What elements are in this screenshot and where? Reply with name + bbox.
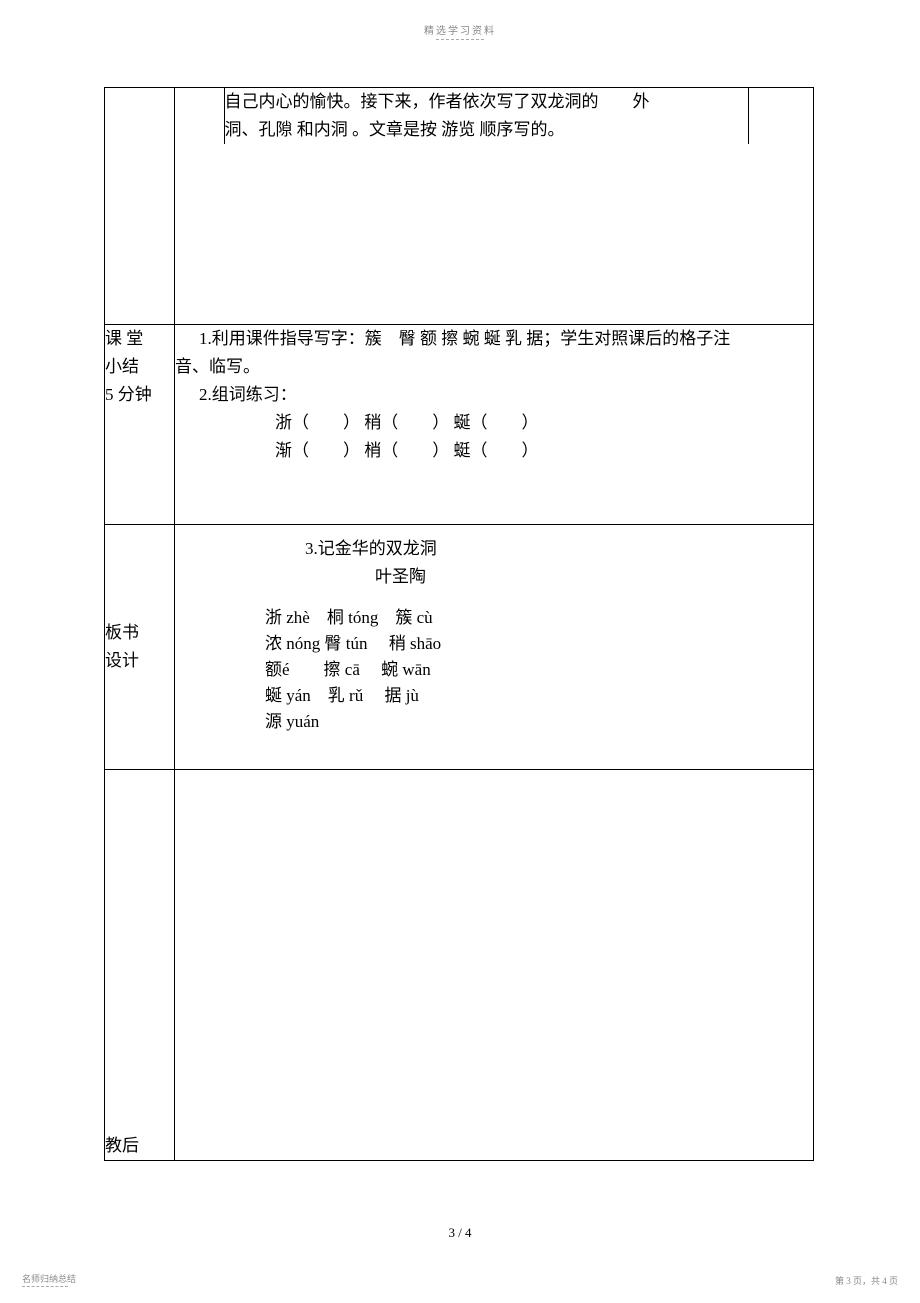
row1-spacer-right bbox=[748, 88, 813, 144]
row1-label-cell bbox=[105, 88, 175, 325]
page-header: 精选学习资料 bbox=[0, 0, 920, 40]
footer-left-underline bbox=[22, 1286, 68, 1287]
row1-text-cell: 自己内心的愉快。接下来，作者依次写了双龙洞的 外 洞、孔隙 和内洞 。文章是按 … bbox=[224, 88, 748, 144]
row1-spacer-left bbox=[175, 88, 224, 144]
exercise-line-1: 浙（ ） 稍（ ） 蜒（ ） bbox=[175, 409, 813, 437]
footer-left: 名师归纳总结 bbox=[22, 1272, 76, 1287]
summary-p2: 2.组词练习： bbox=[175, 381, 813, 409]
board-title: 3.记金华的双龙洞 bbox=[175, 535, 813, 563]
summary-label-cell: 课 堂 小结 5 分钟 bbox=[105, 325, 175, 525]
header-underline bbox=[436, 39, 484, 40]
footer-right: 第 3 页，共 4 页 bbox=[835, 1274, 898, 1287]
reflection-label-cell: 教后 bbox=[105, 770, 175, 1161]
board-author: 叶圣陶 bbox=[175, 563, 813, 591]
exercise-line-2: 渐（ ） 梢（ ） 蜓（ ） bbox=[175, 437, 813, 465]
reflection-content bbox=[175, 770, 814, 1161]
summary-label-1: 课 堂 bbox=[105, 325, 174, 353]
summary-label-2: 小结 bbox=[105, 353, 174, 381]
board-pinyin-4: 蜒 yán 乳 rǔ 据 jù bbox=[175, 683, 813, 709]
row1-content-wrapper: 自己内心的愉快。接下来，作者依次写了双龙洞的 外 洞、孔隙 和内洞 。文章是按 … bbox=[175, 88, 814, 325]
board-pinyin-5: 源 yuán bbox=[175, 709, 813, 735]
board-pinyin-2: 浓 nóng 臀 tún 稍 shāo bbox=[175, 631, 813, 657]
summary-p1: 1.利用课件指导写字：簇 臀 额 擦 蜿 蜒 乳 据；学生对照课后的格子注 bbox=[175, 325, 813, 353]
lesson-table: 自己内心的愉快。接下来，作者依次写了双龙洞的 外 洞、孔隙 和内洞 。文章是按 … bbox=[104, 87, 814, 1161]
row1-inner-table: 自己内心的愉快。接下来，作者依次写了双龙洞的 外 洞、孔隙 和内洞 。文章是按 … bbox=[175, 88, 813, 144]
board-pinyin-3: 额é 擦 cā 蜿 wān bbox=[175, 657, 813, 683]
board-label-1: 板书 bbox=[105, 619, 174, 647]
board-label-2: 设计 bbox=[105, 647, 174, 675]
reflection-label: 教后 bbox=[105, 1132, 174, 1160]
summary-label-3: 5 分钟 bbox=[105, 381, 174, 409]
page-number: 3 / 4 bbox=[0, 1225, 920, 1241]
row1-line1: 自己内心的愉快。接下来，作者依次写了双龙洞的 外 bbox=[225, 88, 748, 116]
board-content: 3.记金华的双龙洞 叶圣陶 浙 zhè 桐 tóng 簇 cù 浓 nóng 臀… bbox=[175, 525, 814, 770]
footer-left-text: 名师归纳总结 bbox=[22, 1274, 76, 1284]
summary-content: 1.利用课件指导写字：簇 臀 额 擦 蜿 蜒 乳 据；学生对照课后的格子注 音、… bbox=[175, 325, 814, 525]
board-label-cell: 板书 设计 bbox=[105, 525, 175, 770]
board-pinyin-1: 浙 zhè 桐 tóng 簇 cù bbox=[175, 605, 813, 631]
summary-p1b: 音、临写。 bbox=[175, 353, 813, 381]
row1-line2: 洞、孔隙 和内洞 。文章是按 游览 顺序写的。 bbox=[225, 116, 748, 144]
header-text: 精选学习资料 bbox=[424, 26, 496, 37]
